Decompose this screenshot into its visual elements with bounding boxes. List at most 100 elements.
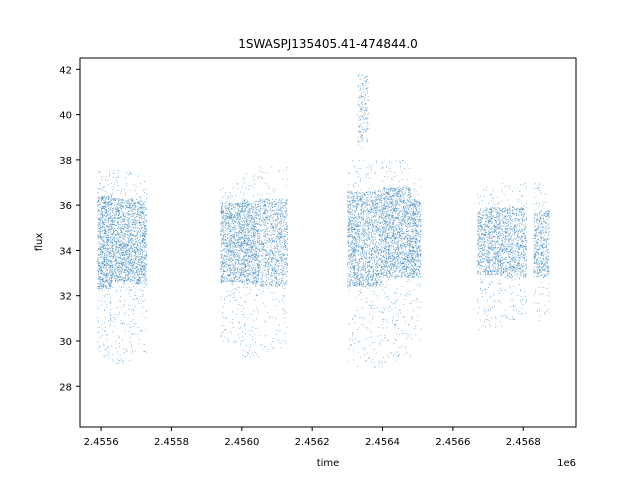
data-point [140,240,141,242]
data-point [254,235,256,237]
data-point [102,273,103,275]
data-point [233,239,235,241]
data-point [121,248,122,250]
data-point [129,248,130,250]
data-point [134,280,135,282]
data-point [256,254,257,256]
data-point [145,280,147,282]
data-point [250,252,251,253]
data-point [114,244,115,245]
data-point [115,268,116,270]
data-point [111,260,112,262]
data-point [244,209,246,211]
data-point [111,255,113,257]
data-point [241,268,243,270]
data-point [104,230,106,231]
data-point [127,279,129,280]
data-point [123,304,125,305]
data-point [254,174,256,176]
data-point [252,224,254,226]
data-point [220,234,222,236]
data-point [122,218,124,220]
data-point [115,257,117,259]
data-point [231,208,233,210]
data-point [241,278,242,280]
data-point [101,210,102,212]
data-point [99,268,101,269]
data-point [121,233,123,234]
data-point [105,219,107,221]
data-point [144,239,146,240]
data-point [105,231,107,233]
data-point [132,313,134,315]
data-point [100,219,101,221]
data-point [125,250,127,252]
data-point [108,197,110,199]
data-point [105,228,107,230]
data-point [111,222,113,224]
data-point [241,244,242,246]
data-point [257,255,259,257]
data-point [119,275,121,277]
data-point [122,236,124,238]
data-point [100,217,102,218]
data-point [243,273,245,275]
data-point [113,257,114,258]
data-point [135,251,137,253]
data-point [265,222,266,224]
data-point [128,237,130,239]
data-point [243,211,245,213]
data-point [120,227,122,229]
data-point [133,261,135,263]
data-point [256,254,257,255]
data-point [114,222,115,223]
data-point [110,286,111,288]
data-point [235,213,237,214]
data-point [102,264,103,266]
data-point [98,277,100,279]
data-point [116,251,118,253]
data-point [99,266,101,268]
data-point [143,235,144,237]
data-point [220,229,222,231]
data-point [132,222,133,224]
data-point [129,172,131,174]
data-point [251,261,252,262]
data-point [126,351,128,352]
data-point [239,222,241,224]
data-point [112,176,114,178]
data-point [270,249,272,251]
data-point [252,208,254,210]
data-point [224,299,225,301]
data-point [248,239,249,241]
data-point [248,239,250,241]
data-point [254,251,256,253]
data-point [128,207,130,209]
data-point [236,183,238,185]
data-point [277,238,279,240]
data-point [98,198,100,200]
data-point [238,221,239,222]
data-point [125,248,127,249]
data-point [99,188,100,190]
data-point [104,281,106,282]
data-point [247,255,249,256]
data-point [135,207,137,209]
data-point [244,241,246,243]
data-point [272,206,273,208]
data-point [98,288,100,290]
data-point [97,320,99,322]
data-point [126,231,128,233]
data-point [107,236,109,238]
data-point [117,279,119,281]
data-point [225,222,227,224]
data-point [112,232,114,234]
data-point [120,201,122,203]
data-point [127,200,129,202]
data-point [116,259,118,261]
data-point [131,200,133,201]
data-point [106,276,108,278]
data-point [223,258,224,260]
data-point [102,286,104,288]
data-point [109,248,111,250]
